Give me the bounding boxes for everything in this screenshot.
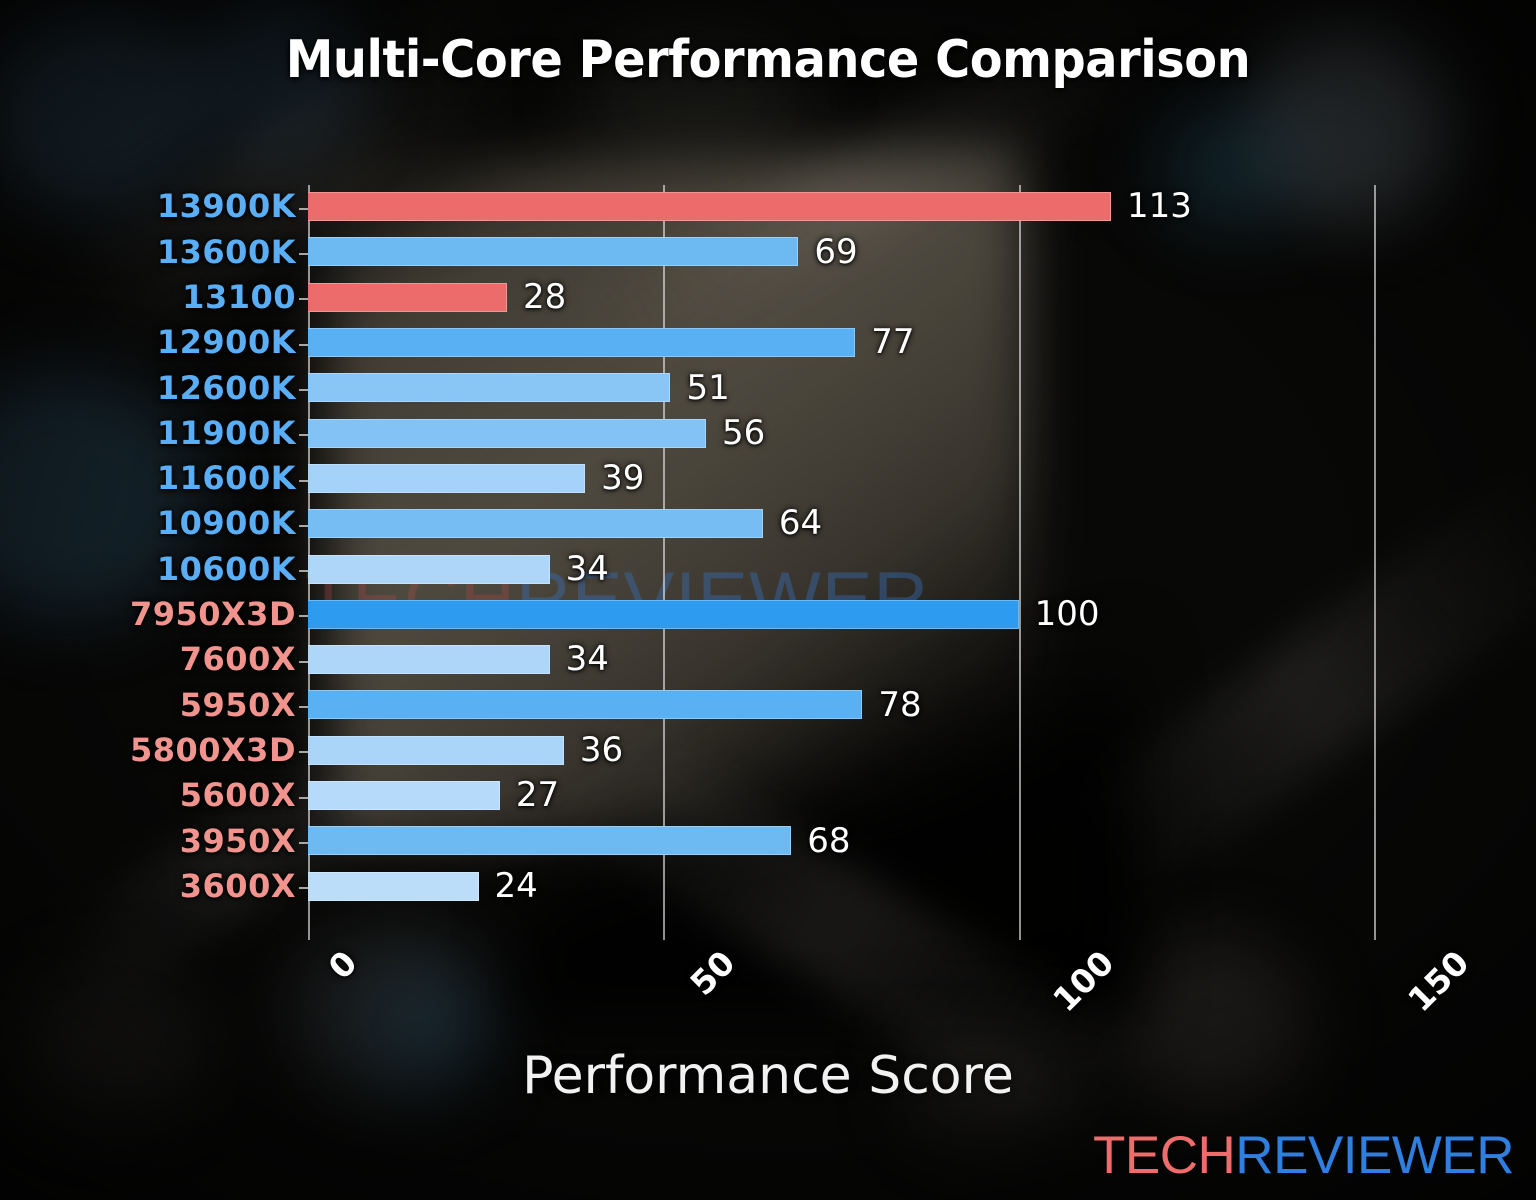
logo-reviewer-text: REVIEWER [1235, 1126, 1514, 1185]
y-tick-3600X [299, 887, 308, 890]
bar-value-5600X: 27 [515, 775, 560, 816]
y-axis-label-7950X3D: 7950X3D [129, 595, 296, 634]
y-axis-label-3950X: 3950X [179, 821, 296, 860]
bar-13100[interactable] [308, 282, 507, 312]
axis-tail-100 [1018, 910, 1021, 940]
bar-value-12900K: 77 [871, 322, 915, 363]
y-axis-label-13900K: 13900K [156, 187, 296, 226]
bar-row[interactable]: 78 [308, 683, 1374, 726]
chart-title: Multi-Core Performance Comparison [285, 30, 1251, 90]
y-tick-13100 [299, 298, 308, 301]
y-axis-labels: 13900K 13600K 13100 12900K 12600K 11900K 11600… [0, 185, 296, 910]
y-axis-label-11900K: 11900K [156, 413, 296, 452]
techreviewer-logo: TECHREVIEWER [1093, 1125, 1514, 1186]
bar-row[interactable]: 77 [308, 321, 1374, 364]
y-axis-label-13600K: 13600K [156, 232, 296, 271]
y-tick-7950X3D [299, 615, 308, 618]
axis-tail-0 [308, 910, 310, 940]
y-axis-label-10600K: 10600K [156, 549, 296, 588]
bar-row[interactable]: 24 [308, 865, 1374, 908]
y-axis-label-5950X: 5950X [179, 685, 296, 724]
gridline-0 [308, 185, 310, 910]
bar-value-12600K: 51 [686, 367, 730, 408]
bar-row[interactable]: 34 [308, 548, 1374, 591]
bar-value-13600K: 69 [814, 231, 858, 272]
y-tick-13900K [299, 207, 308, 210]
axis-tail-50 [663, 910, 666, 940]
y-axis-label-11600K: 11600K [156, 459, 296, 498]
bar-11600K[interactable] [308, 463, 586, 493]
bar-10600K[interactable] [308, 554, 550, 584]
bar-value-7600X: 34 [565, 639, 609, 680]
y-axis-label-5600X: 5600X [179, 776, 296, 815]
plot-area: 113 69 28 77 51 56 39 64 34 100 34 78 36 27 68 24 [299, 185, 1376, 940]
bar-value-13100: 28 [522, 276, 567, 317]
bar-row[interactable]: 51 [308, 366, 1374, 409]
bar-7600X[interactable] [308, 645, 550, 675]
bar-value-11600K: 39 [601, 458, 645, 499]
y-tick-3950X [299, 842, 308, 845]
y-axis-label-7600X: 7600X [179, 640, 296, 679]
bar-value-10600K: 34 [565, 548, 609, 589]
y-axis-label-13100: 13100 [182, 277, 296, 316]
bar-value-3950X: 68 [807, 820, 851, 861]
axis-tail-150 [1374, 910, 1376, 940]
y-tick-5950X [299, 706, 308, 709]
bar-row[interactable]: 39 [308, 457, 1374, 500]
y-tick-7600X [299, 660, 308, 663]
gridline-150 [1374, 185, 1376, 910]
bar-7950X3D[interactable] [308, 599, 1019, 629]
bar-value-3600X: 24 [494, 865, 538, 906]
y-axis-label-12600K: 12600K [156, 368, 296, 407]
bar-value-5950X: 78 [878, 684, 922, 725]
bar-row[interactable]: 68 [308, 819, 1374, 862]
bar-row[interactable]: 100 [308, 593, 1374, 636]
y-tick-10600K [299, 570, 308, 573]
bar-row[interactable]: 36 [308, 729, 1374, 772]
bar-12600K[interactable] [308, 373, 671, 403]
bar-5800X3D[interactable] [308, 735, 564, 765]
bar-row[interactable]: 27 [308, 774, 1374, 817]
bar-10900K[interactable] [308, 509, 763, 539]
bar-value-7950X3D: 100 [1034, 594, 1100, 635]
y-tick-5800X3D [299, 751, 308, 754]
y-tick-5600X [299, 796, 308, 799]
bar-value-11900K: 56 [721, 412, 766, 453]
bar-value-10900K: 64 [778, 503, 823, 544]
bar-value-5800X3D: 36 [579, 730, 624, 771]
bar-11900K[interactable] [308, 418, 706, 448]
y-axis-label-5800X3D: 5800X3D [129, 731, 296, 770]
bar-row[interactable]: 113 [308, 185, 1374, 228]
y-axis-label-10900K: 10900K [156, 504, 296, 543]
gridline-50 [663, 185, 666, 910]
bar-row[interactable]: 34 [308, 638, 1374, 681]
bar-3950X[interactable] [308, 826, 792, 856]
bar-row[interactable]: 69 [308, 230, 1374, 273]
bar-5600X[interactable] [308, 781, 500, 811]
bar-value-13900K: 113 [1127, 186, 1192, 227]
bar-5950X[interactable] [308, 690, 863, 720]
logo-tech-text: TECH [1093, 1126, 1236, 1185]
bar-13900K[interactable] [308, 192, 1112, 221]
y-tick-11900K [299, 434, 308, 437]
y-tick-12900K [299, 343, 308, 346]
bar-13600K[interactable] [308, 237, 799, 267]
bar-row[interactable]: 28 [308, 276, 1374, 319]
x-axis-title: Performance Score [522, 1046, 1014, 1106]
bar-row[interactable]: 64 [308, 502, 1374, 545]
y-tick-12600K [299, 388, 308, 391]
y-axis-label-12900K: 12900K [156, 323, 296, 362]
y-tick-10900K [299, 524, 308, 527]
bar-row[interactable]: 56 [308, 412, 1374, 455]
y-tick-13600K [299, 252, 308, 255]
y-tick-11600K [299, 479, 308, 482]
y-axis-label-3600X: 3600X [179, 866, 296, 905]
gridline-100 [1018, 185, 1021, 910]
bar-3600X[interactable] [308, 871, 479, 901]
bar-12900K[interactable] [308, 327, 856, 357]
